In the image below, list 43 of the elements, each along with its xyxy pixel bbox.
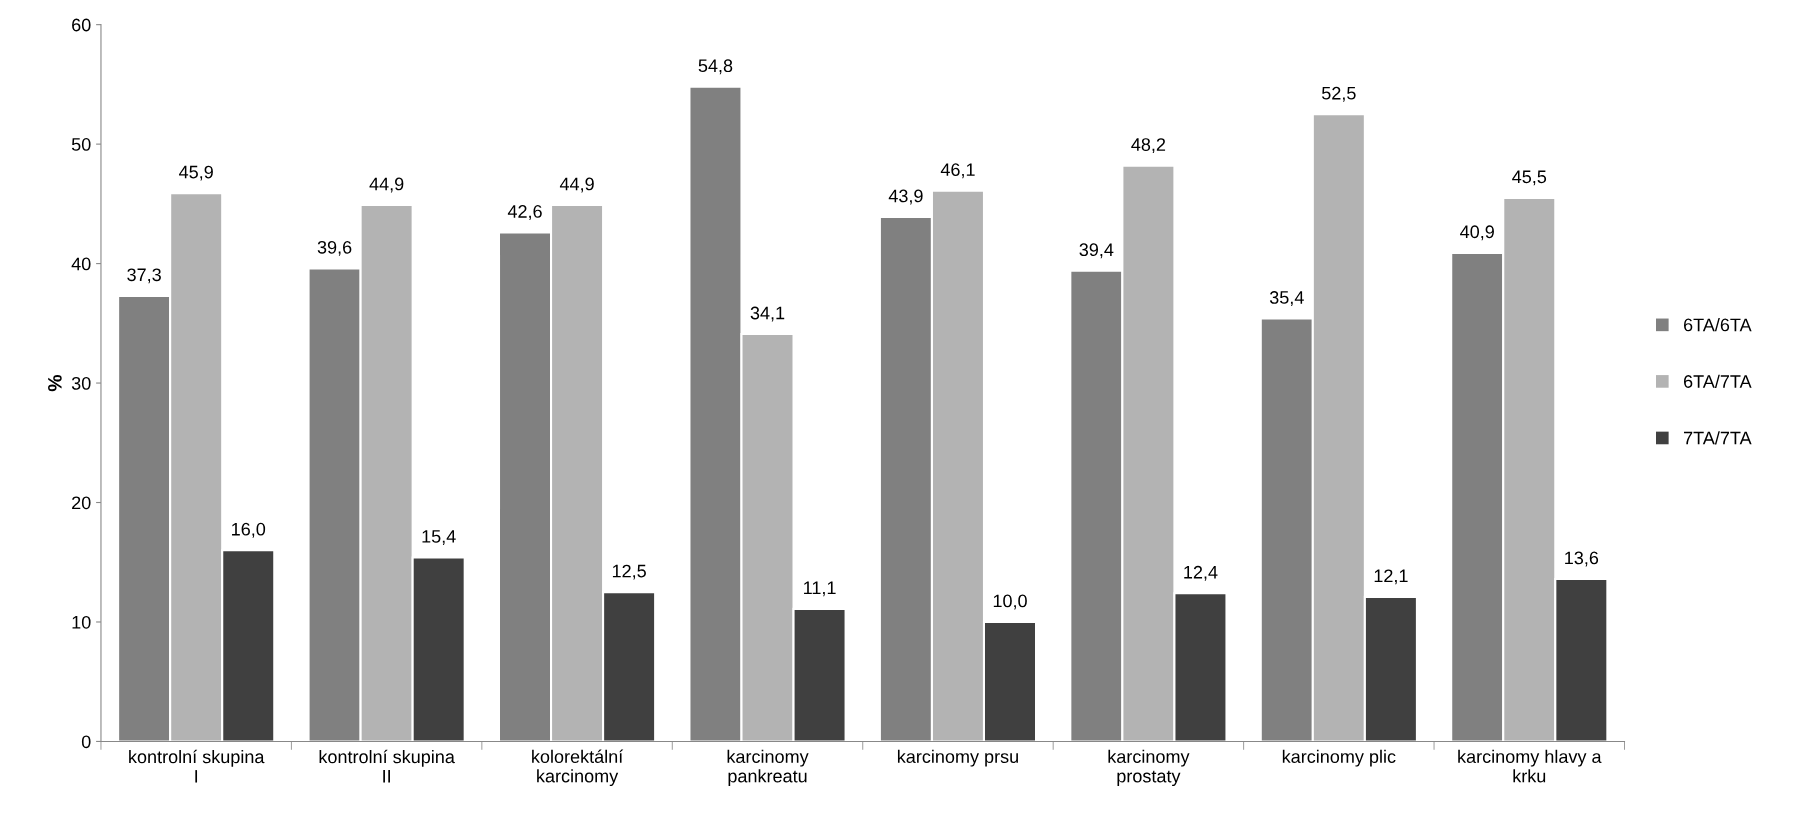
legend-label: 6TA/6TA: [1683, 318, 1752, 332]
data-label: 12,4: [1184, 565, 1218, 581]
y-tick-label: 60: [72, 18, 91, 32]
data-label: 39,4: [1079, 243, 1114, 259]
y-tick-label: 50: [71, 138, 91, 151]
x-tick-label: karcinomy prostaty: [1108, 749, 1190, 787]
data-label: 46,1: [940, 163, 975, 179]
data-label: 15,4: [422, 530, 456, 545]
data-label: 42,6: [507, 205, 542, 220]
data-label: 54,8: [698, 59, 733, 75]
data-label: 52,5: [1321, 86, 1356, 102]
data-label: 16,0: [232, 522, 266, 538]
x-tick-label: karcinomy plic: [1282, 749, 1396, 767]
x-tick-label: karcinomy hlavy a krku: [1458, 749, 1602, 783]
data-label: 35,4: [1269, 291, 1304, 306]
y-tick-label: 20: [72, 496, 91, 510]
y-tick-label: 0: [81, 735, 91, 749]
data-label: 39,6: [317, 240, 352, 256]
data-label: 12,1: [1374, 569, 1408, 585]
data-label: 48,2: [1131, 138, 1166, 154]
data-label: 11,1: [804, 581, 836, 597]
data-label: 45,9: [179, 165, 213, 181]
data-label: 37,3: [127, 268, 161, 284]
data-label: 44,9: [369, 177, 404, 193]
data-label: 45,5: [1512, 170, 1547, 186]
x-tick-label: kolorektální karcinomy: [532, 749, 624, 787]
data-label: 40,9: [1460, 225, 1494, 241]
legend-label: 6TA/7TA: [1683, 374, 1752, 388]
y-tick-label: 40: [71, 257, 91, 271]
y-tick-label: 10: [72, 615, 91, 629]
x-tick-label: karcinomy pankreatu: [727, 749, 809, 787]
y-axis-title: %: [48, 374, 62, 392]
x-tick-label: karcinomy prsu: [897, 749, 1018, 767]
x-tick-label: kontrolní skupina I: [129, 749, 265, 783]
data-label: 12,5: [612, 564, 646, 580]
legend-label: 7TA/7TA: [1684, 431, 1752, 445]
data-label: 44,9: [559, 177, 594, 193]
x-tick-label: kontrolní skupina II: [319, 749, 455, 783]
data-label: 10,0: [993, 594, 1027, 610]
data-label: 13,6: [1565, 551, 1599, 567]
data-label: 43,9: [888, 189, 923, 205]
y-tick-label: 30: [71, 376, 91, 390]
data-label: 34,1: [750, 306, 785, 322]
